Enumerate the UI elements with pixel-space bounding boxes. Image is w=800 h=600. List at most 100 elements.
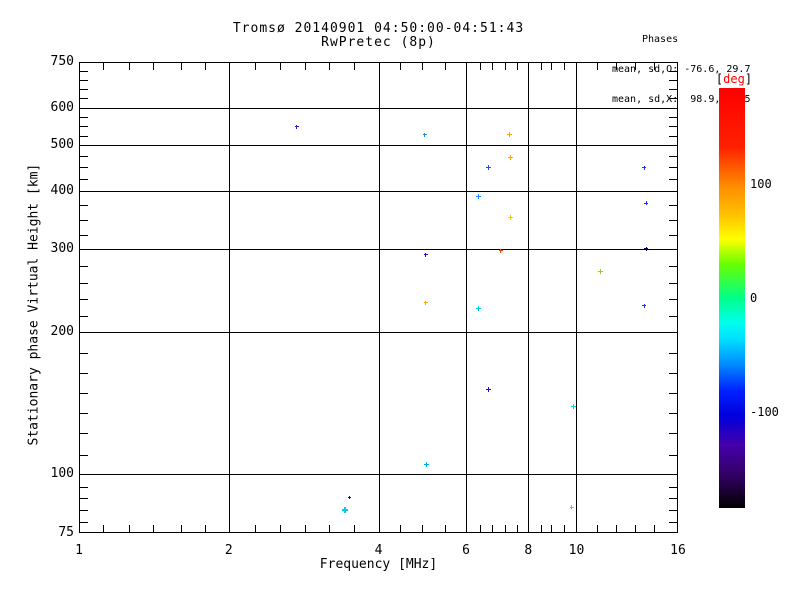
x-minor-tick xyxy=(615,63,617,70)
y-minor-tick xyxy=(669,372,677,374)
x-minor-tick xyxy=(180,525,182,532)
point-bar-v xyxy=(488,165,490,171)
point-bar-v xyxy=(425,300,427,305)
x-minor-tick xyxy=(422,63,424,70)
x-minor-tick xyxy=(504,525,506,532)
data-point xyxy=(476,305,482,311)
x-gridline xyxy=(378,62,380,533)
chart-subtitle: RwPretec (8p) xyxy=(321,35,436,50)
point-bar-v xyxy=(509,132,511,138)
stats-mean-sd-o: mean, sd,O: -76.6, 29.7 xyxy=(612,64,751,75)
x-minor-tick xyxy=(634,63,636,70)
y-gridline xyxy=(79,144,678,146)
x-minor-tick xyxy=(328,525,330,532)
data-point xyxy=(508,215,514,221)
chart-title: Tromsø 20140901 04:50:00-04:51:43 xyxy=(232,21,525,36)
point-bar-v xyxy=(645,246,647,251)
y-minor-tick xyxy=(80,486,88,488)
x-minor-tick xyxy=(597,63,599,70)
x-minor-tick xyxy=(153,525,155,532)
x-minor-tick xyxy=(504,63,506,70)
y-minor-tick xyxy=(669,265,677,267)
y-minor-tick xyxy=(80,234,88,236)
data-point xyxy=(486,387,492,393)
y-minor-tick xyxy=(80,117,88,119)
x-minor-tick xyxy=(422,525,424,532)
x-axis-label: Frequency [MHz] xyxy=(319,557,438,572)
y-minor-tick xyxy=(80,89,88,91)
x-minor-tick xyxy=(180,63,182,70)
point-bar-v xyxy=(349,496,351,500)
x-minor-tick xyxy=(400,525,402,532)
point-bar-v xyxy=(571,505,573,510)
data-point xyxy=(422,132,427,137)
x-minor-tick xyxy=(653,525,655,532)
x-minor-tick xyxy=(304,525,306,532)
y-minor-tick xyxy=(80,71,88,73)
y-minor-tick xyxy=(669,392,677,394)
point-bar-v xyxy=(645,201,647,206)
data-point xyxy=(475,194,481,200)
point-bar-v xyxy=(572,404,574,410)
y-minor-tick xyxy=(669,98,677,100)
y-gridline xyxy=(79,107,678,109)
y-minor-tick xyxy=(80,220,88,222)
y-minor-tick xyxy=(669,126,677,128)
y-minor-tick xyxy=(669,179,677,181)
y-minor-tick xyxy=(80,205,88,207)
x-minor-tick xyxy=(541,63,543,70)
y-gridline xyxy=(79,190,678,192)
x-minor-tick xyxy=(492,63,494,70)
y-tick-label: 75 xyxy=(58,525,74,540)
x-minor-tick xyxy=(280,63,282,70)
data-point xyxy=(348,496,352,500)
data-point xyxy=(294,124,299,129)
colorbar-tick-label: 100 xyxy=(750,176,772,191)
x-minor-tick xyxy=(517,525,519,532)
colorbar-title-text: deg xyxy=(723,72,745,86)
y-minor-tick xyxy=(80,98,88,100)
x-minor-tick xyxy=(255,63,257,70)
x-minor-tick xyxy=(204,63,206,70)
data-point xyxy=(423,300,428,305)
x-minor-tick xyxy=(400,63,402,70)
x-gridline xyxy=(466,62,468,533)
x-minor-tick xyxy=(480,63,482,70)
colorbar-tick-label: -100 xyxy=(750,405,779,420)
point-bar-v xyxy=(643,303,645,308)
y-minor-tick xyxy=(80,497,88,499)
y-minor-tick xyxy=(80,80,88,82)
y-tick-label: 100 xyxy=(50,466,74,482)
y-minor-tick xyxy=(80,179,88,181)
data-point xyxy=(423,461,429,467)
data-point xyxy=(642,165,647,170)
data-point xyxy=(644,201,649,206)
point-bar-v xyxy=(296,124,298,129)
y-minor-tick xyxy=(80,315,88,317)
y-minor-tick xyxy=(669,497,677,499)
x-minor-tick xyxy=(128,63,130,70)
point-bar-v xyxy=(488,387,490,393)
x-minor-tick xyxy=(480,525,482,532)
y-minor-tick xyxy=(669,220,677,222)
y-minor-tick xyxy=(669,412,677,414)
x-tick-label: 2 xyxy=(224,543,233,558)
x-minor-tick xyxy=(634,525,636,532)
y-minor-tick xyxy=(80,392,88,394)
y-minor-tick xyxy=(669,509,677,511)
x-minor-tick xyxy=(255,525,257,532)
x-minor-tick xyxy=(597,525,599,532)
y-minor-tick xyxy=(80,156,88,158)
data-point xyxy=(341,506,348,513)
x-tick-label: 6 xyxy=(462,543,470,558)
colorbar-title: [deg] xyxy=(704,72,764,86)
x-tick-label: 1 xyxy=(75,543,83,558)
x-minor-tick xyxy=(304,63,306,70)
y-tick-label: 500 xyxy=(50,136,74,152)
point-bar-v xyxy=(600,269,602,275)
data-point xyxy=(423,252,428,257)
y-minor-tick xyxy=(669,89,677,91)
y-minor-tick xyxy=(669,80,677,82)
